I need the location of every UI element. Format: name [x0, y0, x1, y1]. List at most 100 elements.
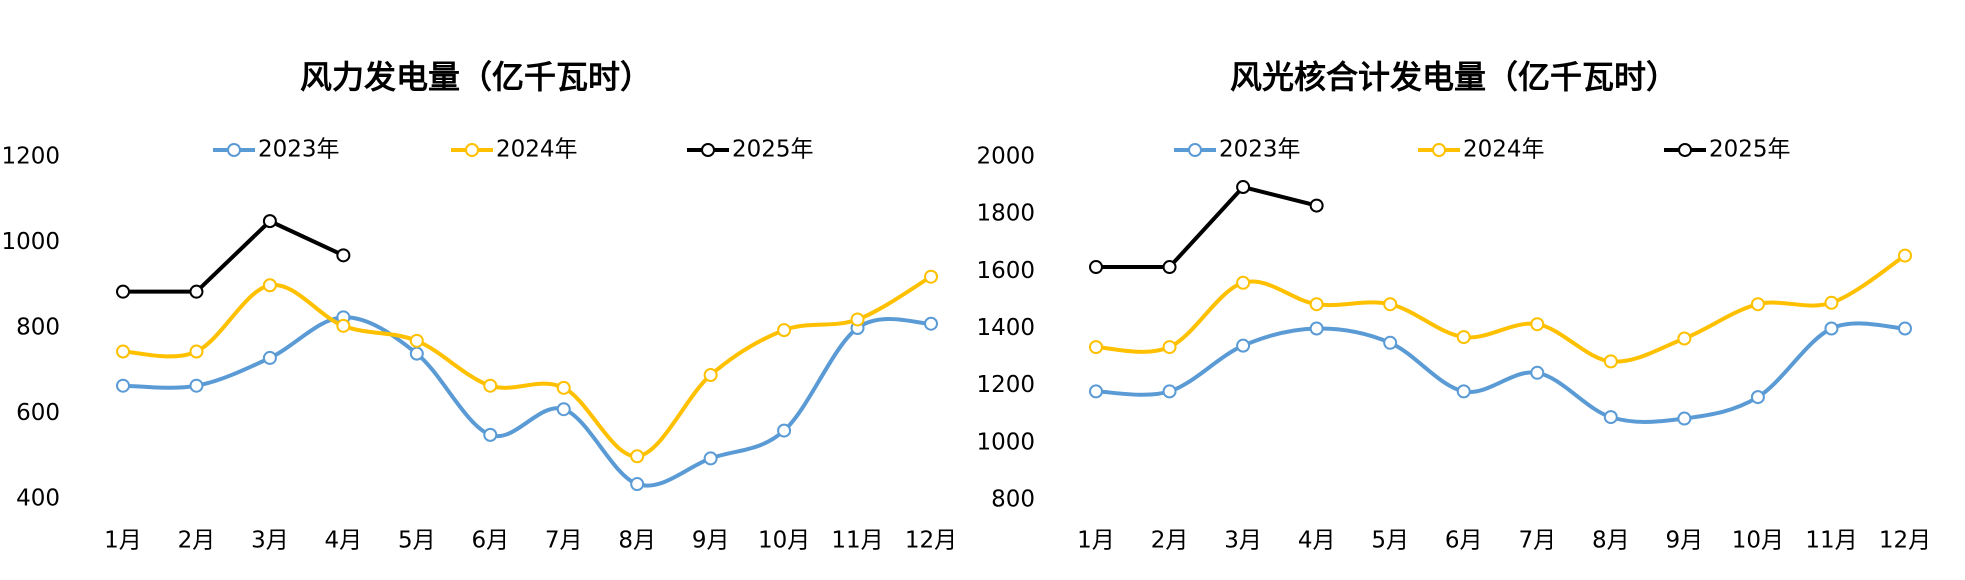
point: [1162, 340, 1177, 355]
x-tick-label: 9月: [1666, 528, 1704, 554]
x-tick-label: 5月: [398, 528, 436, 554]
point: [777, 423, 792, 438]
point: [1456, 384, 1471, 399]
point: [924, 316, 938, 331]
x-tick-label: 2月: [178, 528, 216, 554]
y-tick-label: 1400: [976, 315, 1035, 341]
point: [1603, 410, 1618, 425]
x-tick-label: 2月: [1151, 528, 1189, 554]
series-line: [123, 219, 345, 294]
y-tick-label: 800: [16, 315, 60, 341]
point: [1162, 260, 1177, 275]
y-tick-label: 2000: [976, 144, 1035, 170]
legend-label: 2024年: [1463, 137, 1545, 163]
legend-label: 2025年: [732, 137, 814, 163]
point: [1898, 248, 1912, 263]
x-tick-label: 12月: [1879, 528, 1931, 554]
legend-label: 2023年: [1219, 137, 1301, 163]
series-line: [122, 315, 932, 488]
x-tick-label: 8月: [618, 528, 656, 554]
point: [703, 368, 718, 383]
point: [1309, 198, 1324, 213]
x-tick-label: 4月: [325, 528, 363, 554]
point: [556, 402, 571, 417]
legend-marker: [1432, 143, 1446, 157]
point: [483, 427, 498, 442]
y-tick-label: 1600: [976, 258, 1035, 284]
point: [1162, 384, 1177, 399]
point: [1309, 321, 1324, 336]
point: [556, 380, 571, 395]
x-tick-label: 6月: [471, 528, 509, 554]
point: [189, 378, 204, 393]
x-tick-label: 1月: [1077, 528, 1115, 554]
x-tick-label: 11月: [831, 528, 883, 554]
x-tick-label: 4月: [1298, 528, 1336, 554]
x-tick-label: 7月: [1518, 528, 1556, 554]
series-line: [1095, 253, 1907, 364]
point: [336, 248, 351, 263]
series-line: [122, 274, 933, 459]
point: [116, 378, 130, 393]
point: [189, 344, 204, 359]
point: [262, 214, 277, 229]
series-line: [1096, 185, 1318, 270]
y-tick-label: 400: [16, 486, 60, 512]
point: [703, 451, 718, 466]
series-line: [1095, 321, 1906, 424]
y-tick-label: 800: [991, 487, 1035, 513]
point: [1677, 331, 1692, 346]
point: [1236, 180, 1251, 195]
point: [1750, 390, 1765, 405]
point: [1383, 297, 1398, 312]
legend-marker: [465, 143, 479, 157]
point: [262, 350, 277, 365]
x-tick-label: 10月: [1732, 528, 1784, 554]
legend-marker: [701, 143, 715, 157]
point: [1824, 295, 1839, 310]
point: [1603, 354, 1618, 369]
point: [1530, 317, 1545, 332]
x-tick-label: 3月: [1224, 528, 1262, 554]
x-tick-label: 9月: [692, 528, 730, 554]
x-tick-label: 7月: [545, 528, 583, 554]
y-tick-label: 1800: [976, 201, 1035, 227]
point: [116, 344, 130, 359]
y-tick-label: 1000: [1, 229, 60, 255]
y-tick-label: 1200: [1, 144, 60, 170]
point: [1383, 335, 1398, 350]
point: [1236, 338, 1251, 353]
y-tick-label: 1000: [976, 429, 1035, 455]
legend-label: 2025年: [1709, 137, 1791, 163]
point: [336, 318, 351, 333]
x-tick-label: 8月: [1592, 528, 1630, 554]
legend-label: 2024年: [496, 137, 578, 163]
point: [924, 269, 938, 284]
y-tick-label: 600: [16, 400, 60, 426]
point: [1089, 260, 1103, 275]
point: [409, 333, 424, 348]
legend-marker: [1678, 143, 1692, 157]
point: [850, 312, 865, 327]
y-tick-label: 1200: [976, 372, 1035, 398]
point: [1530, 365, 1545, 380]
point: [1677, 411, 1692, 426]
legend-marker: [1188, 143, 1202, 157]
point: [409, 346, 424, 361]
chart-title: 风光核合计发电量（亿千瓦时）: [1230, 58, 1678, 96]
legend-marker: [227, 143, 241, 157]
point: [483, 378, 498, 393]
point: [1824, 321, 1839, 336]
x-tick-label: 3月: [251, 528, 289, 554]
point: [630, 477, 645, 492]
point: [1089, 340, 1103, 355]
point: [1089, 384, 1103, 399]
point: [262, 278, 277, 293]
x-tick-label: 6月: [1445, 528, 1483, 554]
point: [1898, 321, 1912, 336]
x-tick-label: 1月: [104, 528, 142, 554]
x-tick-label: 12月: [905, 528, 957, 554]
x-tick-label: 5月: [1371, 528, 1409, 554]
